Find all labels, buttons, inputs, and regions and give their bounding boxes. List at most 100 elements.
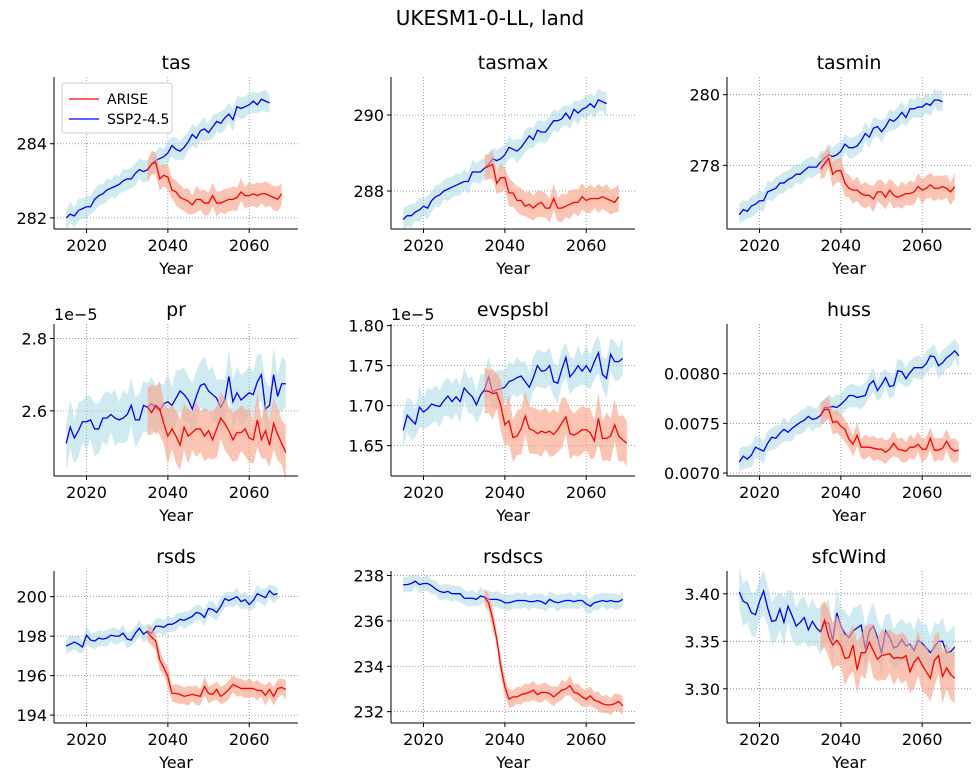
subplot-rsdscs: 2020 2040 2060 232 234 236 238 rsdscs Year	[353, 546, 635, 772]
subplot-huss: 2020 2040 2060 0.0070 0.0075 0.0080 huss Year	[664, 299, 971, 525]
arise-mean-line	[484, 390, 628, 444]
ssp245-spread-band	[403, 574, 623, 614]
ssp245-mean-line	[65, 98, 270, 219]
arise-mean-line	[819, 408, 959, 453]
subplot-title: sfcWind	[812, 546, 887, 568]
subplot-title: evspsbl	[477, 299, 549, 321]
ssp245-mean-line	[402, 98, 607, 220]
y-tick-label: 1.65	[348, 437, 384, 456]
ssp245-spread-band	[66, 89, 270, 230]
x-tick-label: 2020	[66, 730, 107, 749]
arise-mean-line	[820, 156, 956, 200]
ssp245-mean-line	[65, 589, 278, 649]
x-tick-label: 2040	[485, 236, 526, 255]
y-tick-label: 234	[353, 657, 384, 676]
subplot-tas: 2020 2040 2060 282 284 tas Year ARISE SSP2-4.5	[16, 52, 298, 278]
x-tick-label: 2020	[739, 483, 780, 502]
subplot-tasmax: 2020 2040 2060 288 290 tasmax Year	[353, 52, 635, 278]
x-axis-label: Year	[831, 259, 866, 278]
arise-spread-band	[147, 381, 286, 481]
y-tick-label: 3.30	[684, 680, 720, 699]
x-tick-label: 2060	[566, 236, 607, 255]
y-tick-label: 238	[353, 567, 384, 586]
y-tick-label: 236	[353, 612, 384, 631]
y-tick-label: 1.70	[348, 397, 384, 416]
y-offset-text: 1e−5	[391, 305, 435, 324]
x-axis-label: Year	[495, 753, 530, 772]
x-axis-label: Year	[158, 259, 193, 278]
arise-spread-band	[820, 397, 959, 465]
x-tick-label: 2060	[566, 483, 607, 502]
legend: ARISE SSP2-4.5	[61, 82, 173, 134]
subplot-rsds: 2020 2040 2060 194 196 198 200 rsds Year	[16, 546, 298, 772]
ssp245-mean-line	[65, 372, 286, 444]
ssp245-mean-line	[402, 350, 624, 431]
x-axis-label: Year	[158, 506, 193, 525]
subplot-title: rsds	[156, 546, 196, 568]
ssp245-spread-band	[403, 334, 623, 449]
y-tick-label: 198	[16, 627, 47, 646]
x-tick-label: 2020	[66, 483, 107, 502]
subplot-title: tasmin	[817, 52, 882, 74]
x-tick-label: 2020	[403, 236, 444, 255]
y-tick-label: 280	[689, 86, 720, 105]
x-tick-label: 2040	[821, 730, 862, 749]
x-tick-label: 2040	[148, 730, 189, 749]
x-tick-label: 2040	[148, 483, 189, 502]
x-tick-label: 2040	[485, 730, 526, 749]
arise-spread-band	[484, 367, 627, 467]
subplot-title: tas	[162, 52, 191, 74]
arise-spread-band	[484, 149, 619, 223]
y-tick-label: 196	[16, 667, 47, 686]
y-tick-label: 1.80	[348, 317, 384, 336]
subplot-tasmin: 2020 2040 2060 278 280 tasmin Year	[689, 52, 971, 278]
x-tick-label: 2060	[229, 236, 270, 255]
arise-mean-line	[484, 163, 620, 209]
x-tick-label: 2020	[739, 236, 780, 255]
y-tick-label: 200	[16, 588, 47, 607]
arise-mean-line	[147, 161, 283, 206]
y-tick-label: 284	[16, 135, 47, 154]
ssp245-mean-line	[403, 580, 624, 607]
y-tick-label: 0.0075	[664, 414, 720, 433]
arise-spread-band	[147, 150, 282, 217]
x-axis-label: Year	[158, 753, 193, 772]
subplot-evspsbl: 2020 2040 2060 1.65 1.70 1.75 1.80 evspsbl Year 1…	[348, 299, 635, 525]
y-tick-label: 3.40	[684, 585, 720, 604]
legend-frame	[61, 82, 173, 134]
x-tick-label: 2020	[66, 236, 107, 255]
ssp245-spread-band	[739, 88, 943, 224]
subplot-title: huss	[827, 299, 871, 321]
ssp245-spread-band	[403, 88, 607, 230]
y-tick-label: 0.0070	[664, 464, 720, 483]
arise-spread-band	[820, 600, 955, 704]
x-tick-label: 2040	[148, 236, 189, 255]
ssp245-mean-line	[738, 99, 943, 216]
subplot-title: rsdscs	[483, 546, 543, 568]
y-tick-label: 282	[16, 209, 47, 228]
x-axis-label: Year	[831, 753, 866, 772]
x-tick-label: 2060	[902, 236, 943, 255]
y-tick-label: 2.6	[22, 402, 47, 421]
x-tick-label: 2060	[566, 730, 607, 749]
x-tick-label: 2020	[403, 483, 444, 502]
x-axis-label: Year	[495, 506, 530, 525]
subplot-pr: 2020 2040 2060 2.6 2.8 pr Year 1e−5	[22, 299, 298, 525]
x-tick-label: 2020	[403, 730, 444, 749]
ssp245-mean-line	[738, 349, 960, 463]
y-tick-label: 0.0080	[664, 365, 720, 384]
y-tick-label: 1.75	[348, 357, 384, 376]
arise-mean-line	[819, 618, 956, 681]
x-tick-label: 2040	[821, 236, 862, 255]
x-tick-label: 2060	[229, 730, 270, 749]
subplot-title: pr	[166, 299, 186, 321]
arise-mean-line	[147, 631, 287, 698]
figure-suptitle: UKESM1-0-LL, land	[395, 6, 585, 30]
arise-spread-band	[147, 624, 286, 706]
ssp245-spread-band	[66, 346, 286, 472]
legend-label: SSP2-4.5	[107, 112, 169, 128]
x-tick-label: 2040	[485, 483, 526, 502]
ssp245-spread-band	[66, 584, 278, 655]
x-tick-label: 2020	[739, 730, 780, 749]
